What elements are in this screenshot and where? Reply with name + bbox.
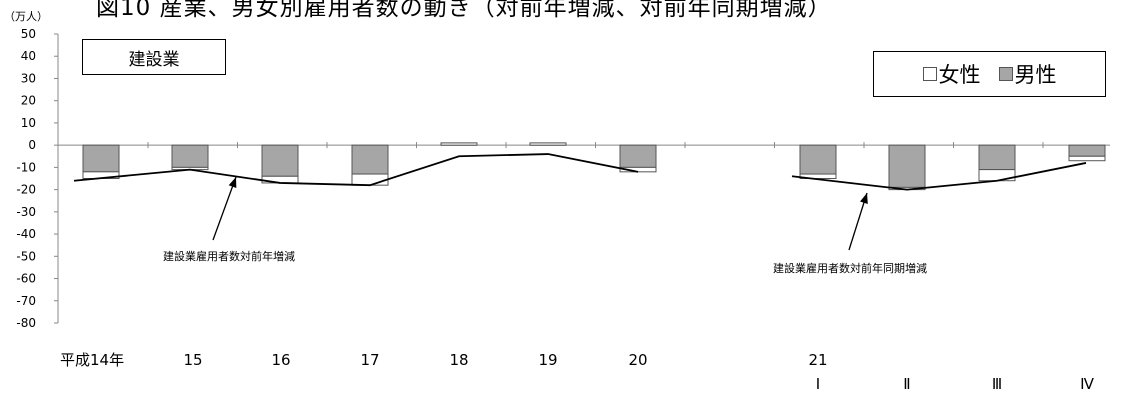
chart-title: 図10 産業、男女別雇用者数の動き（対前年増減、対前年同期増減）: [96, 0, 832, 21]
y-tick-label: -20: [16, 183, 36, 197]
bar-male: [619, 144, 657, 168]
bar-female: [1068, 155, 1106, 162]
y-tick-label: 10: [21, 116, 36, 130]
annotation-arrow-quarterly-head: [860, 193, 868, 204]
bar-male: [261, 144, 299, 177]
legend-swatch-male: [998, 67, 1013, 81]
y-tick-label: 50: [21, 27, 36, 41]
bar-female: [529, 142, 567, 146]
bar-male: [351, 144, 389, 175]
legend-item-male: 男性: [998, 59, 1057, 89]
x-tick-label: 16: [271, 351, 290, 369]
legend-swatch-female: [922, 67, 937, 81]
x-tick-label: 18: [449, 351, 468, 369]
y-tick-label: 20: [21, 94, 36, 108]
annotation-annual: 建設業雇用者数対前年増減: [163, 249, 295, 263]
x-tick-label: 21: [808, 351, 827, 369]
total-line-annual: [73, 153, 639, 187]
legend-label-male: 男性: [1014, 63, 1057, 87]
bar-female: [351, 173, 389, 186]
y-tick-label: 0: [28, 138, 36, 152]
bar-male: [978, 144, 1016, 171]
y-tick-label: 30: [21, 71, 36, 85]
bar-female: [440, 142, 478, 146]
y-tick-label: -80: [16, 316, 36, 330]
legend-item-female: 女性: [922, 59, 981, 89]
annotation-arrow-annual: [212, 176, 237, 241]
x-tick-label: 19: [538, 351, 557, 369]
y-axis-unit: （万人）: [4, 10, 48, 23]
y-tick-label: 40: [21, 49, 36, 63]
bar-male: [799, 144, 837, 179]
bar-male: [888, 144, 926, 188]
annotation-quarterly: 建設業雇用者数対前年同期増減: [773, 261, 927, 275]
x-tick-sublabel: Ⅱ: [903, 375, 910, 393]
y-tick-label: -70: [16, 294, 36, 308]
x-tick-label: 平成14年: [60, 351, 124, 369]
total-line-quarterly: [791, 162, 1087, 191]
legend-label-female: 女性: [938, 63, 981, 87]
x-tick-sublabel: Ⅳ: [1080, 375, 1094, 393]
bar-male: [171, 144, 209, 168]
y-tick-label: -10: [16, 160, 36, 174]
y-tick-label: -60: [16, 272, 36, 286]
x-tick-label: 15: [183, 351, 202, 369]
x-tick-label: 17: [360, 351, 379, 369]
y-tick-label: -40: [16, 227, 36, 241]
bar-male: [82, 144, 120, 173]
x-tick-sublabel: Ⅰ: [816, 375, 820, 393]
x-tick-label: 20: [628, 351, 647, 369]
panel-label: 建設業: [82, 39, 226, 75]
legend: 女性 男性: [873, 51, 1106, 97]
x-tick-sublabel: Ⅲ: [992, 375, 1002, 393]
y-tick-label: -50: [16, 249, 36, 263]
bar-male: [1068, 144, 1106, 157]
annotation-arrow-annual-head: [228, 177, 237, 188]
y-tick-label: -30: [16, 205, 36, 219]
